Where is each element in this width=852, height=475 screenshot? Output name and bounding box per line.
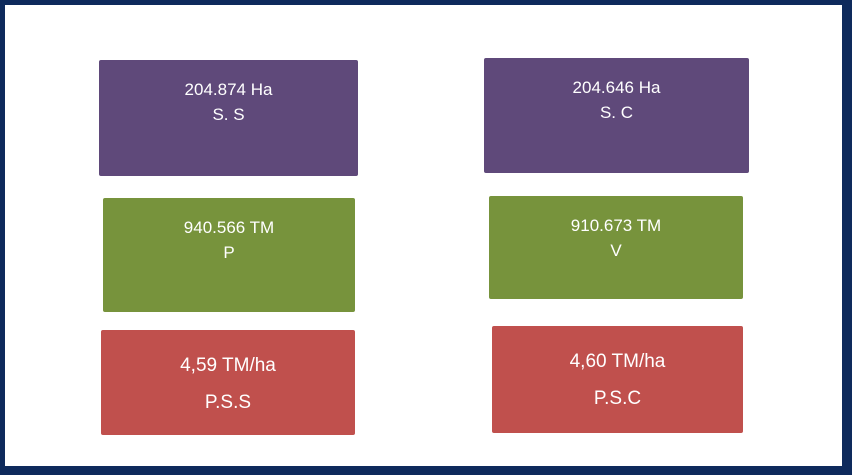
box-value: 4,60 TM/ha bbox=[569, 351, 666, 372]
box: 940.566 TM P bbox=[103, 198, 355, 312]
box-label: S. C bbox=[599, 103, 634, 122]
box-label: P.S.C bbox=[593, 388, 642, 409]
box-value: 4,59 TM/ha bbox=[180, 355, 276, 376]
box-label: V bbox=[610, 241, 622, 260]
box: 4,60 TM/ha P.S.C bbox=[492, 326, 743, 433]
box-value: 910.673 TM bbox=[570, 216, 662, 235]
box-value: 204.646 Ha bbox=[572, 78, 661, 97]
canvas: 204.874 Ha S. S 204.646 Ha S. C 940.566 … bbox=[5, 5, 842, 466]
box: 204.874 Ha S. S bbox=[99, 60, 358, 176]
box: 204.646 Ha S. C bbox=[484, 58, 749, 173]
box-label: P bbox=[223, 243, 235, 262]
box-value: 940.566 TM bbox=[183, 218, 275, 237]
box-label: S. S bbox=[212, 105, 245, 124]
box-label: P.S.S bbox=[204, 392, 252, 413]
box: 4,59 TM/ha P.S.S bbox=[101, 330, 355, 435]
box-value: 204.874 Ha bbox=[184, 80, 273, 99]
box: 910.673 TM V bbox=[489, 196, 743, 299]
